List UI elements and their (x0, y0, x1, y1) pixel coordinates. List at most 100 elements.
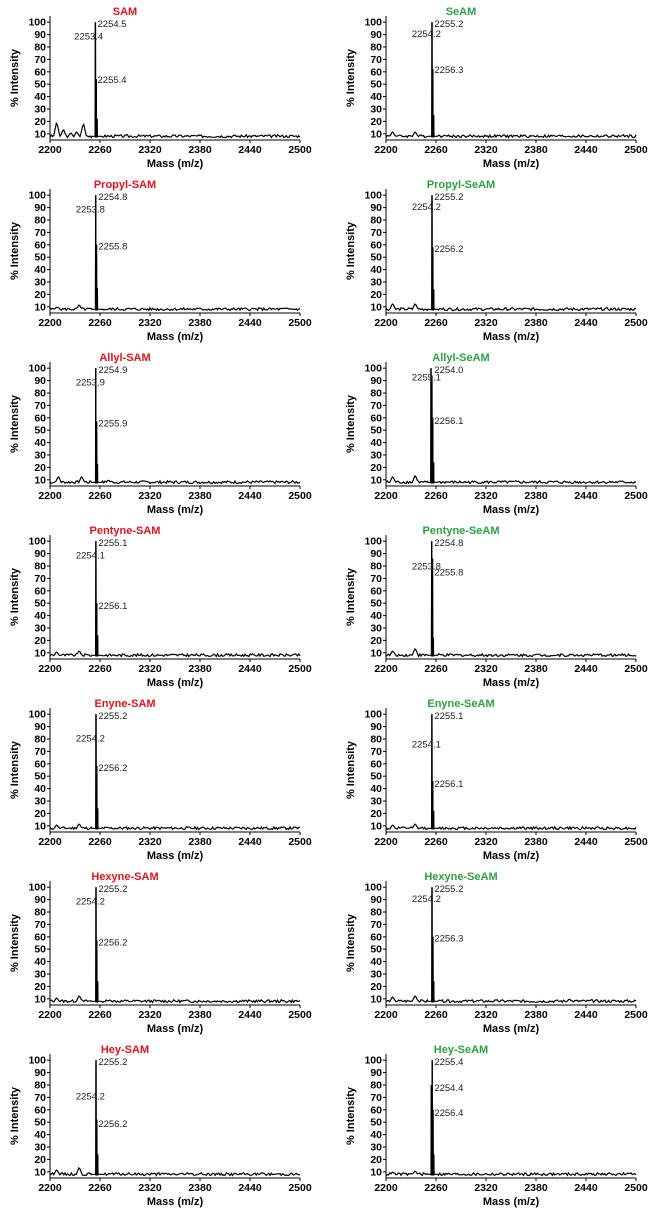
spectrum-panel-2: 10 20 30 40 50 60 70 80 90 100 2200 2260 2320 2380 244… (0, 175, 336, 348)
panel-title: Pentyne-SeAM (422, 525, 499, 537)
x-tick-label: 2200 (38, 1182, 62, 1194)
y-axis-label: % Intensity (345, 913, 357, 972)
y-tick-label: 20 (34, 289, 46, 301)
panel-title: Enyne-SAM (94, 698, 155, 710)
spectrum-trace (385, 195, 637, 312)
y-tick-label: 30 (370, 104, 382, 116)
y-axis-label: % Intensity (9, 394, 21, 453)
spectrum-trace (385, 22, 637, 139)
y-axis-label: % Intensity (9, 1086, 21, 1145)
peak-label-1: 2254.0 (434, 365, 463, 376)
y-tick-label: 60 (370, 66, 382, 78)
y-tick-label: 50 (34, 771, 46, 783)
y-tick-label: 90 (34, 29, 46, 41)
spectrum-panel-6: 10 20 30 40 50 60 70 80 90 100 2200 2260 2320 2380 244… (0, 521, 336, 694)
y-tick-label: 10 (34, 301, 46, 313)
y-tick-label: 100 (364, 882, 382, 894)
x-tick-label: 2260 (88, 490, 112, 502)
x-tick-label: 2260 (424, 1182, 448, 1194)
x-tick-label: 2320 (474, 663, 498, 675)
x-tick-label: 2440 (574, 490, 598, 502)
y-tick-label: 100 (28, 17, 46, 29)
y-tick-label: 40 (370, 956, 382, 968)
y-tick-label: 60 (370, 1104, 382, 1116)
y-tick-label: 20 (34, 981, 46, 993)
x-tick-label: 2500 (624, 317, 648, 329)
y-tick-label: 80 (34, 42, 46, 54)
x-tick-label: 2260 (88, 317, 112, 329)
y-tick-label: 100 (28, 709, 46, 721)
x-tick-label: 2380 (524, 1009, 548, 1021)
x-tick-label: 2200 (38, 144, 62, 156)
peak-label-2: 2255.4 (98, 75, 127, 86)
y-tick-label: 60 (34, 66, 46, 78)
y-tick-label: 30 (34, 450, 46, 462)
y-tick-label: 70 (34, 573, 46, 585)
x-tick-label: 2440 (574, 836, 598, 848)
peak-label-0: 2253.9 (76, 377, 105, 388)
peak-label-1: 2255.1 (98, 538, 127, 549)
y-tick-label: 80 (370, 1080, 382, 1092)
x-tick-label: 2500 (624, 490, 648, 502)
spectrum-panel-1: 10 20 30 40 50 60 70 80 90 100 2200 2260 2320 2380 244… (336, 2, 672, 175)
y-tick-label: 100 (28, 882, 46, 894)
x-tick-label: 2320 (474, 317, 498, 329)
y-tick-label: 60 (34, 412, 46, 424)
x-tick-label: 2200 (374, 1009, 398, 1021)
x-tick-label: 2500 (288, 490, 312, 502)
spectrum-panel-7: 10 20 30 40 50 60 70 80 90 100 2200 2260 2320 2380 244… (336, 521, 672, 694)
x-tick-label: 2200 (38, 663, 62, 675)
y-tick-label: 10 (370, 128, 382, 140)
y-axis-label: % Intensity (345, 394, 357, 453)
spectrum-trace (49, 714, 301, 831)
y-tick-label: 80 (370, 907, 382, 919)
y-axis-label: % Intensity (345, 221, 357, 280)
y-tick-label: 70 (370, 573, 382, 585)
y-tick-label: 60 (34, 585, 46, 597)
y-tick-label: 80 (370, 42, 382, 54)
x-tick-label: 2380 (524, 490, 548, 502)
spectrum-trace (385, 368, 637, 485)
spectrum-panel-8: 10 20 30 40 50 60 70 80 90 100 2200 2260 2320 2380 244… (0, 694, 336, 867)
y-tick-label: 70 (34, 1092, 46, 1104)
spectrum-trace (49, 541, 301, 658)
x-tick-label: 2380 (188, 1009, 212, 1021)
x-tick-label: 2380 (188, 836, 212, 848)
x-tick-label: 2320 (138, 317, 162, 329)
y-tick-label: 60 (370, 758, 382, 770)
y-tick-label: 10 (34, 474, 46, 486)
spectrum-trace (49, 887, 301, 1004)
y-tick-label: 10 (370, 1166, 382, 1178)
y-tick-label: 90 (34, 894, 46, 906)
x-tick-label: 2500 (288, 144, 312, 156)
y-tick-label: 100 (28, 190, 46, 202)
y-tick-label: 20 (34, 116, 46, 128)
x-tick-label: 2440 (574, 317, 598, 329)
panel-title: Allyl-SeAM (432, 352, 489, 364)
y-tick-label: 60 (370, 239, 382, 251)
y-tick-label: 50 (370, 425, 382, 437)
spectrum-trace (385, 887, 637, 1004)
x-tick-label: 2260 (424, 144, 448, 156)
x-tick-label: 2380 (188, 663, 212, 675)
y-tick-label: 90 (370, 375, 382, 387)
x-axis-label: Mass (m/z) (147, 1196, 204, 1208)
peak-label-0: 2253.8 (412, 562, 441, 573)
y-tick-label: 20 (34, 635, 46, 647)
panel-title: Hexyne-SAM (91, 871, 158, 883)
y-tick-label: 100 (364, 17, 382, 29)
y-axis-label: % Intensity (9, 48, 21, 107)
y-tick-label: 40 (34, 956, 46, 968)
x-tick-label: 2380 (188, 144, 212, 156)
y-tick-label: 70 (370, 54, 382, 66)
panel-title: Allyl-SAM (99, 352, 150, 364)
y-tick-label: 80 (34, 907, 46, 919)
y-tick-label: 70 (34, 746, 46, 758)
spectrum-panel-11: 10 20 30 40 50 60 70 80 90 100 2200 2260 2320 2380 244… (336, 867, 672, 1040)
peak-label-1: 2254.9 (98, 365, 127, 376)
x-tick-label: 2500 (624, 144, 648, 156)
